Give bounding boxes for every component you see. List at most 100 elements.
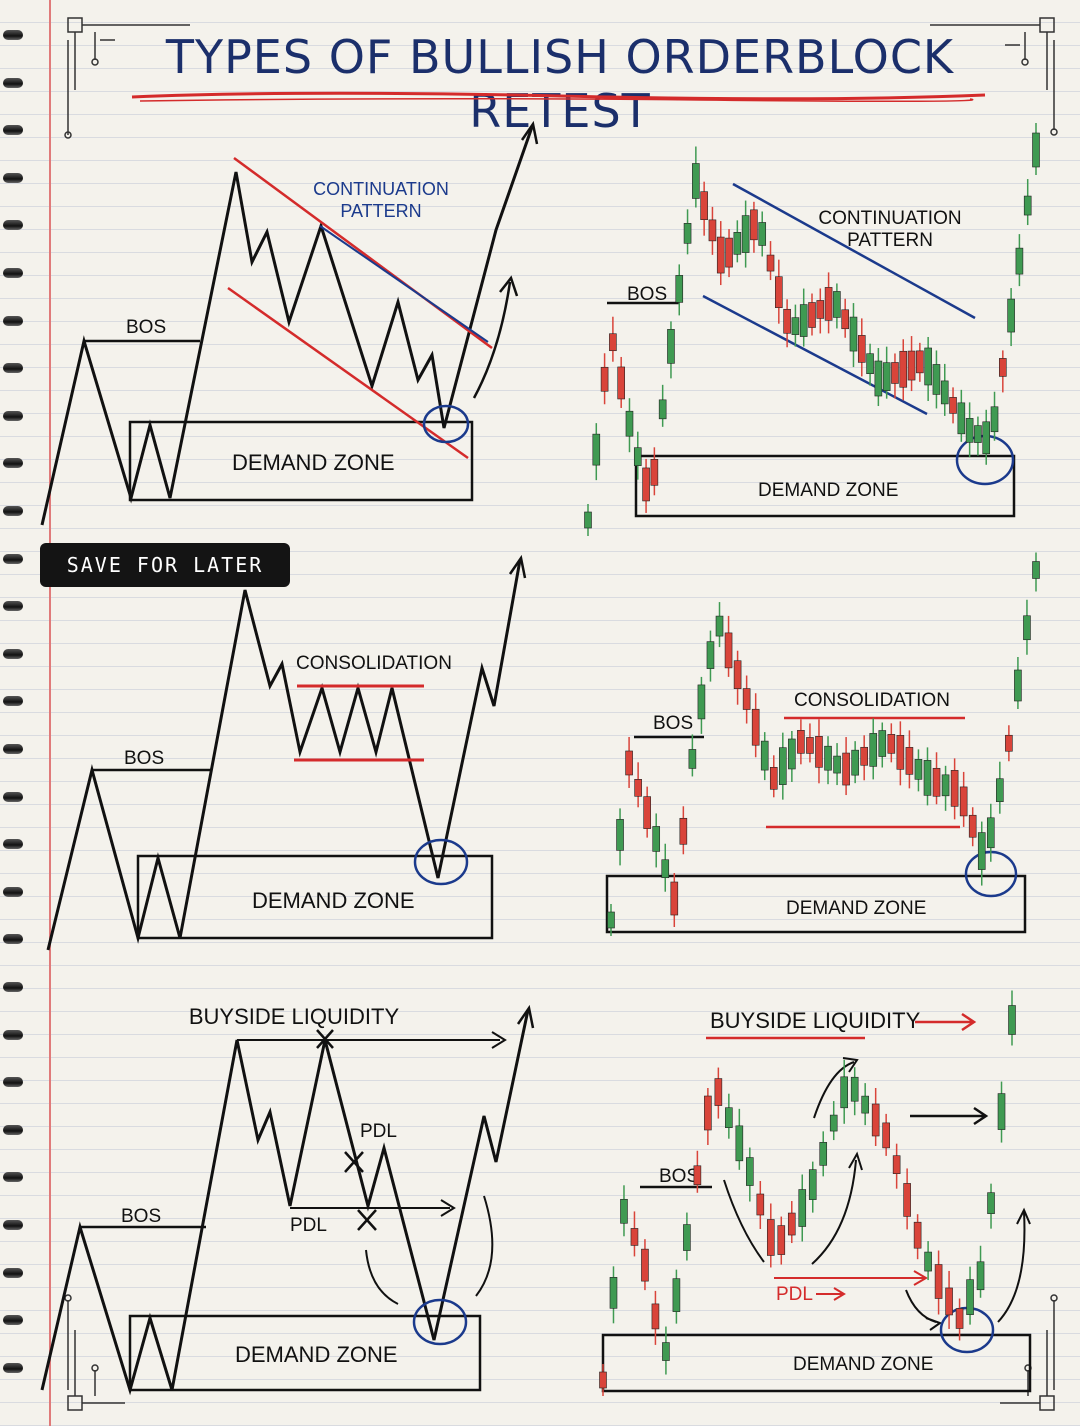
price-path — [40, 126, 534, 526]
bearish-candle — [775, 276, 783, 308]
bearish-candle — [704, 1095, 712, 1131]
bearish-candle — [777, 1225, 786, 1255]
bullish-candle — [746, 1157, 754, 1186]
bullish-candle — [683, 223, 692, 244]
spiral-ring — [3, 744, 23, 754]
spiral-ring — [3, 1363, 23, 1373]
bullish-candle — [829, 1114, 838, 1132]
spiral-ring — [3, 1268, 23, 1278]
spiral-ring — [3, 458, 23, 468]
pattern-label-line2: PATTERN — [847, 230, 933, 251]
bullish-candle — [658, 399, 667, 420]
bearish-candle — [797, 730, 805, 754]
breakout-arrowhead — [499, 275, 519, 297]
bullish-candle — [688, 749, 697, 769]
bullish-candle — [692, 163, 700, 199]
bearish-candle — [651, 1303, 660, 1330]
bullish-candle — [706, 641, 715, 669]
bullish-candle — [697, 684, 706, 720]
bullish-candle — [874, 360, 883, 397]
spiral-ring — [3, 601, 23, 611]
bearish-candle — [625, 750, 633, 776]
pattern-label: CONSOLIDATION — [296, 653, 452, 674]
lower-trendline-red — [227, 286, 469, 460]
demand-zone-label: DEMAND ZONE — [252, 888, 415, 913]
bearish-candle — [913, 1221, 922, 1249]
bullish-candle — [976, 1261, 985, 1291]
spiral-ring — [3, 363, 23, 373]
spiral-ring — [3, 554, 23, 564]
bullish-candle — [661, 859, 670, 879]
spiral-ring — [3, 173, 23, 183]
bearish-candle — [769, 766, 778, 790]
panel-2-left-sketch: DEMAND ZONE BOS CONSOLIDATION — [46, 554, 527, 951]
demand-zone-box — [128, 1314, 482, 1392]
bullish-candle — [923, 760, 932, 796]
page-title: TYPES OF BULLISH ORDERBLOCK RETEST — [165, 30, 955, 138]
sweep-cross-mid — [344, 1151, 364, 1173]
bearish-candle — [899, 350, 908, 388]
spiral-ring — [3, 792, 23, 802]
spiral-ring — [3, 649, 23, 659]
bullish-candle — [1008, 1005, 1016, 1035]
bearish-candle — [617, 366, 625, 400]
spiral-ring — [3, 1125, 23, 1135]
bullish-candle — [932, 364, 941, 395]
spiral-ring — [3, 887, 23, 897]
bullish-candle — [625, 410, 634, 437]
price-path — [46, 559, 522, 951]
bearish-candle — [756, 1193, 765, 1216]
bearish-candle — [714, 1078, 723, 1106]
bullish-candle — [882, 362, 891, 391]
bullish-candle — [633, 447, 642, 466]
bullish-candle — [1015, 247, 1024, 275]
bearish-candle — [808, 302, 816, 328]
pdl-arrowhead — [440, 1199, 456, 1217]
spiral-ring — [3, 268, 23, 278]
curved-arrow-4 — [905, 1289, 943, 1331]
bullish-candle — [607, 911, 615, 929]
bearish-candle — [887, 734, 896, 754]
bearish-candle — [932, 767, 941, 797]
bos-label: BOS — [659, 1166, 699, 1187]
spiral-ring — [3, 1315, 23, 1325]
pdl-label-arrow — [816, 1287, 846, 1301]
bullish-candle — [798, 1189, 807, 1227]
breakout-arrow — [472, 281, 512, 399]
bullish-candle — [966, 1279, 974, 1315]
bearish-candle — [724, 632, 733, 669]
bearish-candle — [842, 752, 850, 786]
bullish-candle — [977, 832, 986, 870]
bearish-candle — [641, 1248, 649, 1282]
panel-1-right-candles: DEMAND ZONE BOS CONTINUATION PATTERN — [584, 123, 1040, 536]
bearish-candle — [955, 1308, 964, 1329]
pdl-label-lower: PDL — [290, 1215, 327, 1236]
bullish-candle — [914, 759, 923, 780]
corner-ornament-top-right — [930, 17, 1058, 136]
bearish-candle — [907, 350, 916, 381]
bullish-candle — [741, 215, 750, 253]
curved-arrow-2 — [811, 1151, 863, 1265]
channel-upper-blue — [732, 182, 976, 320]
bearish-candle — [959, 786, 968, 817]
bearish-candle — [725, 237, 733, 268]
bullish-candle — [861, 1095, 869, 1114]
bearish-candle — [949, 397, 957, 414]
pattern-label: CONSOLIDATION — [794, 690, 950, 711]
spiral-ring — [3, 934, 23, 944]
retest-circle — [413, 838, 469, 886]
pdl-line-red — [774, 1270, 928, 1286]
bullish-candle — [941, 774, 950, 797]
pdl-label: PDL — [776, 1284, 813, 1305]
bullish-candle — [715, 615, 724, 637]
bearish-candle — [968, 814, 977, 838]
bullish-candle — [850, 1076, 859, 1102]
demand-zone-box — [136, 854, 494, 940]
spiral-ring — [3, 696, 23, 706]
bearish-candle — [824, 287, 833, 321]
bullish-candle — [662, 1342, 670, 1361]
spiral-ring — [3, 1030, 23, 1040]
bullish-candle — [808, 1169, 817, 1200]
bullish-candle — [982, 421, 991, 455]
